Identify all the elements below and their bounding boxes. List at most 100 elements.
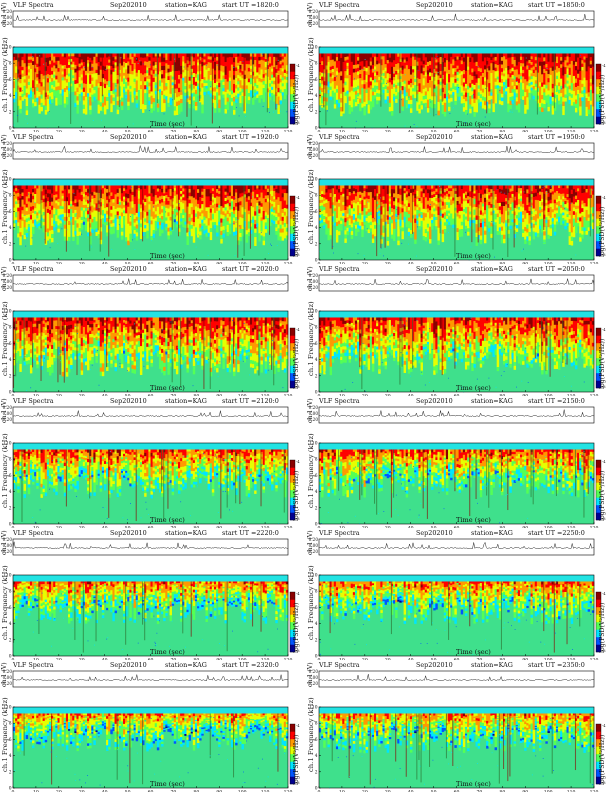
spectral-cell [51, 71, 54, 75]
spectral-cell [319, 53, 322, 58]
spectral-cell [175, 101, 179, 107]
spectral-cell [247, 85, 251, 90]
spectral-cell [80, 77, 84, 81]
spectral-cell [340, 71, 343, 77]
spectral-cell [120, 185, 124, 190]
spectral-cell [541, 95, 544, 100]
spectral-cell [27, 66, 31, 70]
spectral-cell [120, 197, 124, 202]
spectral-cell [89, 206, 92, 211]
spectral-cell [456, 77, 459, 82]
spectral-cell [553, 57, 557, 62]
spectral-cell [562, 53, 565, 59]
spectral-cell [492, 90, 495, 96]
spectral-cell [445, 86, 449, 91]
spectral-cell [48, 189, 52, 194]
spectral-cell [216, 95, 219, 100]
spectral-cell [23, 219, 26, 224]
spectral-cell [19, 53, 22, 59]
spectral-cell [471, 72, 474, 77]
spectral-cell [509, 104, 512, 110]
spectral-cell [21, 185, 24, 190]
spectral-cell [42, 202, 46, 206]
spectral-cell [38, 79, 41, 84]
spectral-cell [114, 206, 117, 210]
spectral-cell [59, 68, 62, 73]
spectral-cell [123, 213, 126, 217]
ytick-label: 10 [312, 46, 318, 51]
spectral-cell [422, 53, 426, 58]
spectral-cell [384, 64, 387, 68]
spectral-cell [112, 53, 115, 58]
spectral-cell [112, 199, 115, 203]
spectral-cell [150, 197, 153, 202]
sferic-streak [252, 53, 254, 99]
spectral-cell [137, 90, 141, 94]
spectral-cell [158, 196, 162, 201]
noise-speck [468, 110, 470, 112]
spectral-cell [429, 76, 432, 81]
spectral-cell [116, 79, 120, 84]
spectral-cell [526, 73, 529, 78]
spectral-cell [209, 59, 213, 63]
spectral-cell [241, 60, 244, 65]
spectral-cell [144, 53, 147, 58]
spectral-cell [142, 95, 145, 101]
spectral-cell [169, 213, 172, 218]
spectral-cell [448, 53, 451, 58]
spectral-cell [116, 233, 120, 238]
spectral-cell [409, 70, 413, 75]
spectral-cell [591, 110, 595, 116]
noise-speck [47, 76, 49, 78]
spectral-cell [114, 85, 117, 90]
spectral-cell [82, 221, 86, 225]
spectral-cell [84, 224, 88, 228]
spectral-cell [142, 206, 145, 211]
spectral-cell [218, 108, 221, 113]
spectral-cell [131, 185, 134, 189]
spectral-cell [241, 95, 244, 100]
spectral-cell [36, 84, 39, 88]
spectral-cell [439, 78, 442, 82]
spectral-cell [564, 84, 567, 88]
spectral-cell [323, 85, 326, 90]
spectral-cell [63, 95, 67, 100]
spectral-cell [344, 67, 347, 72]
colorbar-segment [290, 94, 295, 102]
spectral-cell [437, 62, 440, 67]
spectral-cell [452, 74, 455, 78]
spectral-cell [338, 57, 341, 62]
spectral-cell [131, 53, 134, 58]
spectral-cell [36, 197, 39, 201]
spectral-cell [513, 59, 517, 64]
spectral-cell [192, 84, 196, 90]
spectral-cell [95, 228, 98, 233]
spectral-cell [197, 74, 200, 78]
spectral-cell [346, 56, 349, 60]
spectral-cell [161, 57, 164, 63]
spectral-cell [65, 236, 69, 241]
spectral-cell [114, 197, 117, 201]
spectral-cell [555, 63, 559, 67]
spectral-cell [422, 57, 426, 61]
noise-speck [273, 111, 274, 113]
spectral-cell [407, 69, 411, 74]
spectral-cell [27, 195, 31, 199]
spectral-cell [186, 74, 189, 78]
spectral-cell [498, 60, 502, 65]
spectral-cell [420, 81, 423, 86]
spectral-cell [46, 65, 50, 71]
spectral-cell [492, 53, 495, 58]
spectral-cell [344, 92, 347, 97]
spectral-cell [42, 101, 46, 106]
spectral-cell [137, 66, 141, 71]
spectral-cell [61, 74, 65, 78]
noise-speck [84, 67, 85, 68]
spectral-cell [226, 85, 230, 90]
spectral-cell [103, 57, 107, 63]
spectral-cell [95, 79, 98, 84]
spectral-cell [403, 56, 407, 60]
spectral-cell [203, 68, 206, 72]
spectral-cell [190, 81, 194, 85]
spectral-cell [17, 97, 20, 103]
